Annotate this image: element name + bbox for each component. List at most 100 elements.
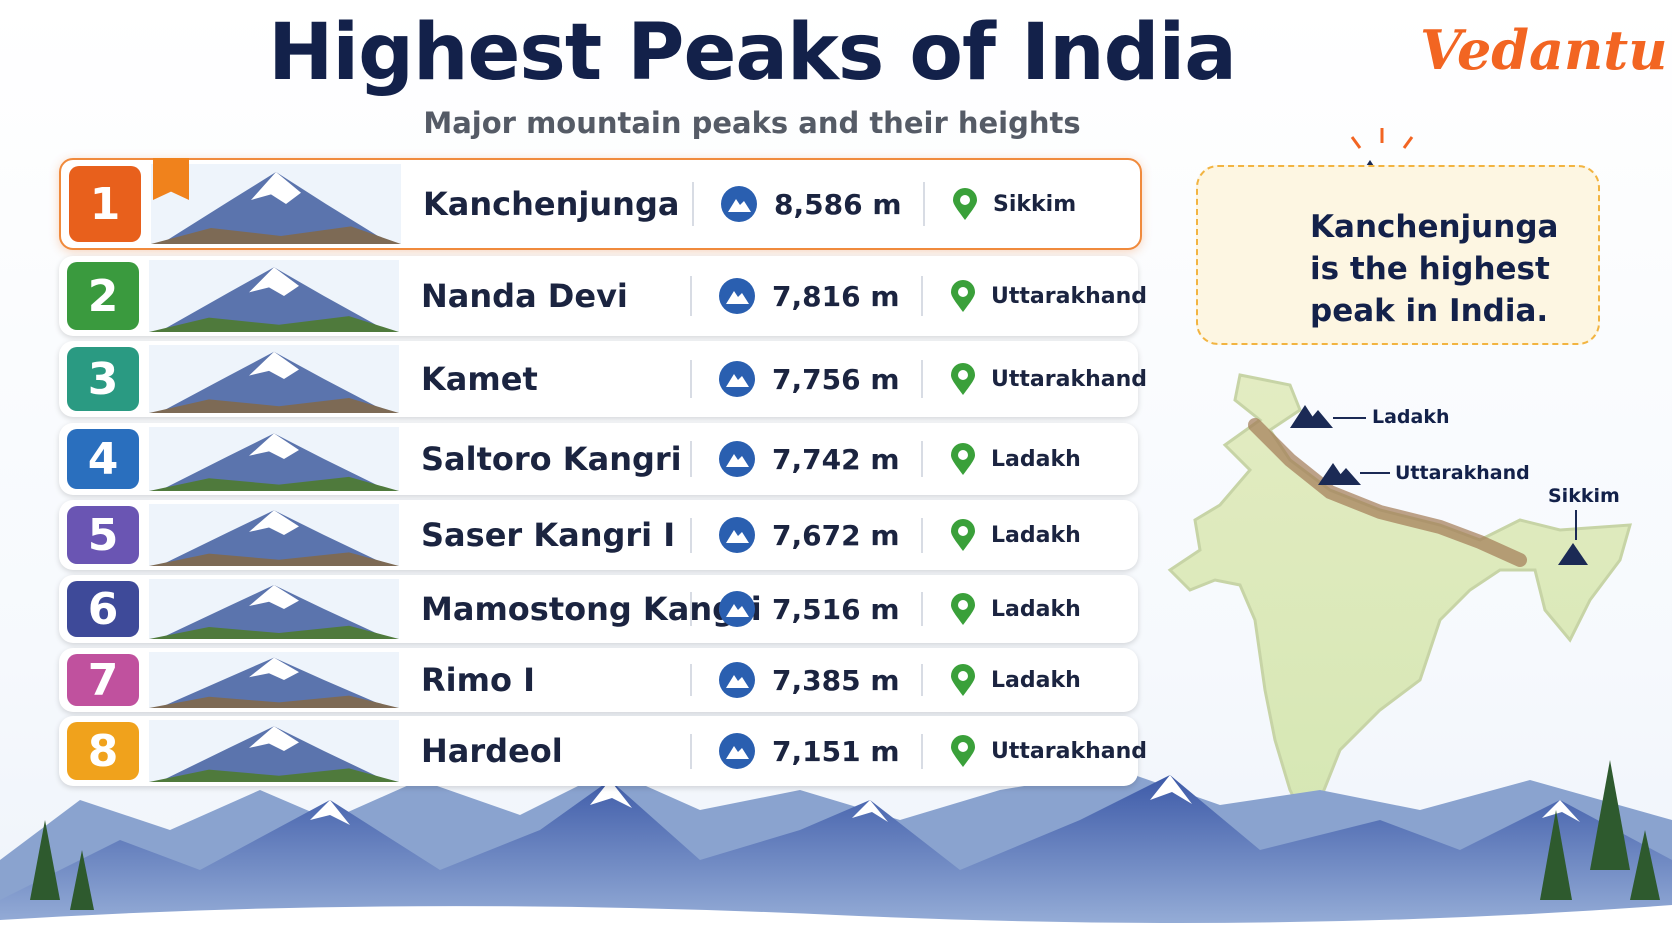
location-pin — [950, 664, 976, 700]
peak-row: 8 Hardeol 7,151 m Uttarakhand — [59, 716, 1147, 786]
peak-height: 7,756 m — [772, 362, 900, 396]
peak-row: 7 Rimo I 7,385 m Ladakh — [59, 648, 1138, 712]
peak-state: Sikkim — [993, 191, 1077, 217]
peak-height: 8,586 m — [774, 187, 902, 221]
peak-name: Rimo I — [421, 661, 535, 699]
peak-illustration — [149, 579, 399, 643]
rank-badge: 8 — [67, 722, 139, 780]
rank-badge: 3 — [67, 347, 139, 411]
peak-state: Uttarakhand — [991, 283, 1147, 309]
height-icon — [721, 186, 757, 226]
peak-name: Saser Kangri I — [421, 516, 676, 554]
mountain-art — [149, 652, 399, 708]
snow-ground — [0, 905, 1672, 941]
height-icon — [719, 361, 755, 401]
height-icon — [719, 278, 755, 318]
pin-icon — [951, 363, 975, 395]
pin-icon — [951, 593, 975, 625]
mountain-art — [149, 260, 399, 332]
divider — [690, 733, 692, 769]
peak-state: Uttarakhand — [991, 366, 1147, 392]
peak-height: 7,672 m — [772, 518, 900, 552]
pin-icon — [951, 519, 975, 551]
mountain-icon — [721, 186, 757, 222]
location-pin — [950, 593, 976, 629]
peak-name: Mamostong Kangri — [421, 590, 762, 628]
location-pin — [950, 363, 976, 399]
peak-state: Ladakh — [991, 446, 1081, 472]
peak-name: Kamet — [421, 360, 538, 398]
mountain-icon — [719, 662, 755, 698]
peak-row: 1 Kanchenjunga 8,586 m Sikkim — [59, 158, 1142, 250]
divider — [690, 276, 692, 316]
rank-badge: 6 — [67, 581, 139, 637]
map-label: Sikkim — [1548, 485, 1620, 507]
map-label: Ladakh — [1372, 406, 1450, 428]
callout-box — [1196, 165, 1600, 345]
height-icon — [719, 441, 755, 481]
location-pin — [950, 280, 976, 316]
peak-row: 3 Kamet 7,756 m Uttarakhand — [59, 341, 1147, 417]
divider — [690, 441, 692, 477]
title: Highest Peaks of India — [268, 8, 1237, 98]
peak-row: 4 Saltoro Kangri 7,742 m Ladakh — [59, 423, 1138, 495]
mountain-icon — [719, 591, 755, 627]
rank-badge: 1 — [69, 166, 141, 242]
rank-badge: 2 — [67, 262, 139, 330]
peak-illustration — [149, 427, 399, 495]
pin-icon — [951, 735, 975, 767]
mountain-art — [149, 504, 399, 566]
location-pin — [952, 188, 978, 224]
pin-icon — [951, 443, 975, 475]
mountain-art — [149, 427, 399, 491]
divider — [921, 441, 923, 477]
snow-caps — [310, 775, 1580, 825]
map-label: Uttarakhand — [1395, 462, 1530, 484]
peak-name: Saltoro Kangri — [421, 440, 682, 478]
peak-name: Nanda Devi — [421, 277, 628, 315]
height-icon — [719, 517, 755, 557]
peak-illustration — [149, 652, 399, 712]
peak-illustration — [149, 345, 399, 417]
location-pin — [950, 443, 976, 479]
mountain-icon — [719, 517, 755, 553]
pin-icon — [951, 280, 975, 312]
range-front — [0, 775, 1672, 941]
peak-height: 7,516 m — [772, 592, 900, 626]
peak-name: Kanchenjunga — [423, 185, 680, 223]
divider — [921, 360, 923, 398]
peak-state: Ladakh — [991, 596, 1081, 622]
peak-row: 6 Mamostong Kangri 7,516 m Ladakh — [59, 575, 1138, 643]
peak-height: 7,816 m — [772, 279, 900, 313]
divider — [921, 517, 923, 553]
divider — [921, 276, 923, 316]
himalaya-band — [1248, 418, 1527, 567]
pin-icon — [953, 188, 977, 220]
peak-state: Ladakh — [991, 667, 1081, 693]
mountain-art — [149, 345, 399, 413]
peak-height: 7,151 m — [772, 734, 900, 768]
brand-logo: Vedantu — [1420, 18, 1668, 82]
mountain-icon — [719, 733, 755, 769]
peak-height: 7,385 m — [772, 663, 900, 697]
mountain-icon — [719, 441, 755, 477]
peak-row: 2 Nanda Devi 7,816 m Uttarakhand — [59, 256, 1147, 336]
peak-state: Uttarakhand — [991, 738, 1147, 764]
subtitle: Major mountain peaks and their heights — [423, 106, 1081, 140]
height-icon — [719, 591, 755, 631]
divider — [690, 664, 692, 696]
location-pin — [950, 735, 976, 771]
divider — [921, 592, 923, 626]
divider — [921, 733, 923, 769]
peak-height: 7,742 m — [772, 442, 900, 476]
map-markers — [1290, 405, 1588, 565]
divider — [690, 360, 692, 398]
location-pin — [950, 519, 976, 555]
peak-illustration — [149, 504, 399, 570]
peak-row: 5 Saser Kangri I 7,672 m Ladakh — [59, 500, 1138, 570]
height-icon — [719, 733, 755, 773]
divider — [921, 664, 923, 696]
mountain-art — [149, 579, 399, 639]
